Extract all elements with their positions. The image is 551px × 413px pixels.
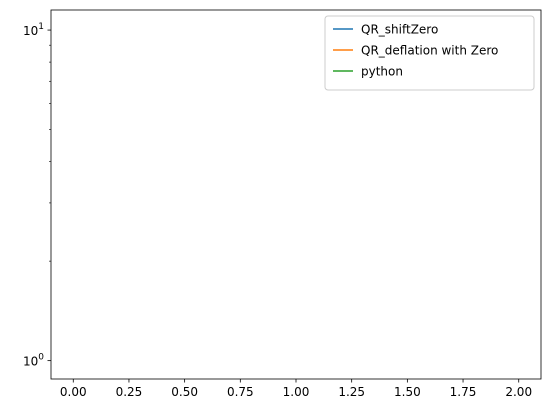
y-axis-ticks: 100 101 xyxy=(23,22,51,369)
legend: QR_shiftZero QR_deflation with Zero python xyxy=(324,15,535,91)
x-tick-label: 1.00 xyxy=(283,385,310,399)
legend-label: python xyxy=(361,65,403,79)
x-tick-label: 0.00 xyxy=(60,385,87,399)
x-tick-label: 2.00 xyxy=(505,385,532,399)
x-tick-label: 1.50 xyxy=(394,385,421,399)
x-tick-label: 0.25 xyxy=(116,385,143,399)
x-tick-label: 1.25 xyxy=(338,385,365,399)
x-axis-ticks: 0.00 0.25 0.50 0.75 1.00 1.25 1.50 1.75 2.00 xyxy=(60,379,532,399)
y-tick-label: 101 xyxy=(23,22,44,38)
x-tick-label: 0.50 xyxy=(171,385,198,399)
legend-label: QR_deflation with Zero xyxy=(361,44,498,58)
legend-label: QR_shiftZero xyxy=(361,23,438,37)
axes-frame xyxy=(50,9,542,380)
legend-box xyxy=(324,15,535,91)
x-tick-label: 1.75 xyxy=(450,385,477,399)
y-tick-label: 100 xyxy=(23,353,44,369)
x-tick-label: 0.75 xyxy=(227,385,254,399)
